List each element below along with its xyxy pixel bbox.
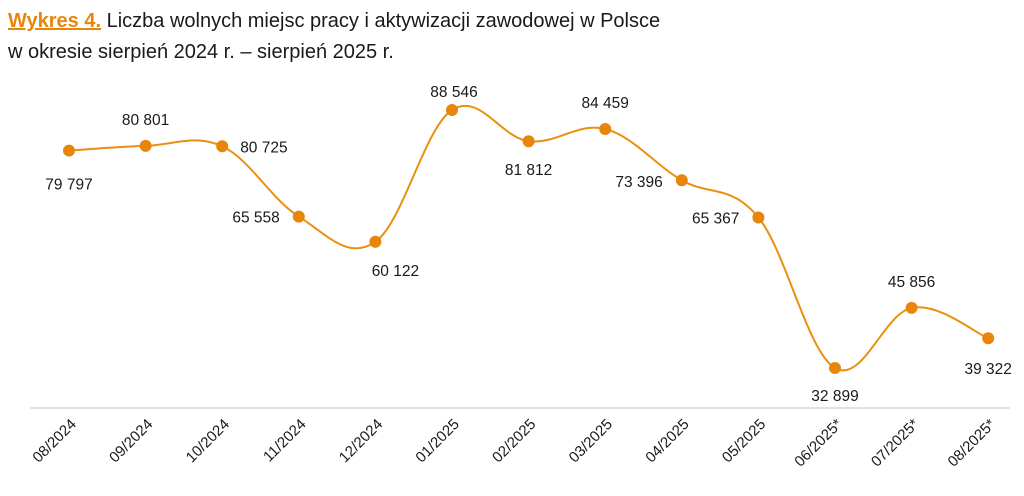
data-point [216,140,229,153]
data-point [752,211,765,224]
data-label: 65 367 [692,210,739,227]
data-label: 88 546 [430,84,477,101]
x-tick-label: 08/2025* [945,416,1000,471]
x-tick-label: 01/2025 [412,416,462,466]
data-label: 45 856 [888,274,935,291]
x-tick-label: 05/2025 [719,416,769,466]
x-tick-label: 12/2024 [336,416,386,466]
data-point [63,144,75,157]
data-label: 80 801 [122,112,169,129]
x-tick-label: 02/2025 [489,416,539,466]
data-point [446,104,458,116]
title-line-2: w okresie sierpień 2024 r. – sierpień 20… [8,41,394,63]
data-point [599,122,612,135]
x-tick-label: 10/2024 [183,416,233,466]
data-point [139,139,152,152]
title-text: Liczba wolnych miejsc pracy i aktywizacj… [101,10,661,32]
x-tick-label: 09/2024 [106,416,156,466]
data-label: 84 459 [581,95,628,112]
data-point [982,332,995,345]
data-label: 79 797 [45,177,92,194]
data-label: 32 899 [811,388,858,405]
data-label: 80 725 [240,139,287,156]
x-tick-label: 04/2025 [642,416,692,466]
data-point [675,174,688,187]
data-label: 60 122 [372,263,419,280]
data-point [829,362,841,374]
data-label: 81 812 [505,162,552,179]
data-point [905,301,918,314]
x-tick-label: 06/2025* [791,416,846,471]
title-label: Wykres 4. [8,10,102,32]
data-label: 73 396 [615,174,662,191]
x-tick-label: 07/2025* [868,416,923,471]
chart-title: Wykres 4. Liczba wolnych miejsc pracy i … [8,6,660,68]
x-tick-label: 08/2024 [29,416,79,466]
data-label: 39 322 [964,361,1011,378]
x-tick-label: 03/2025 [566,416,616,466]
data-label: 65 558 [232,210,279,227]
x-tick-label: 11/2024 [260,416,310,466]
data-point [292,210,305,223]
data-point [369,235,382,248]
data-point [522,135,535,148]
title-line-1: Wykres 4. Liczba wolnych miejsc pracy i … [8,6,660,37]
